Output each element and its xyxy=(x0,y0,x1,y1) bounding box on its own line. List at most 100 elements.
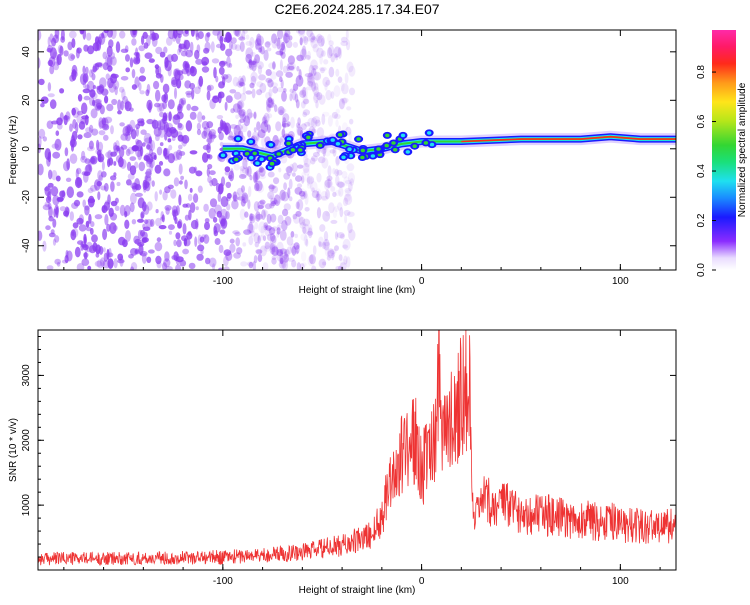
noise-speckle xyxy=(316,172,322,183)
noise-speckle xyxy=(254,182,260,192)
noise-speckle xyxy=(189,150,198,155)
noise-speckle xyxy=(346,106,352,111)
signal-ridge-peak xyxy=(461,135,676,143)
noise-speckle xyxy=(286,236,294,246)
noise-speckle xyxy=(300,171,307,183)
noise-speckle xyxy=(296,65,300,72)
noise-speckle xyxy=(327,115,333,127)
noise-speckle xyxy=(130,192,137,205)
noise-speckle xyxy=(98,33,106,45)
noise-speckle xyxy=(73,199,81,207)
signal-blob-inner xyxy=(405,150,410,154)
noise-speckle xyxy=(260,225,265,238)
noise-speckle xyxy=(42,240,47,252)
noise-speckle xyxy=(307,36,311,42)
noise-speckle xyxy=(175,264,182,270)
signal-blob-inner xyxy=(341,155,346,160)
noise-speckle xyxy=(119,86,125,93)
noise-speckle xyxy=(119,30,126,39)
noise-speckle xyxy=(167,153,175,164)
noise-speckle xyxy=(253,201,260,212)
noise-speckle xyxy=(214,238,221,245)
noise-speckle xyxy=(311,265,317,270)
noise-speckle xyxy=(96,102,103,109)
noise-speckle xyxy=(336,181,345,188)
noise-speckle xyxy=(234,30,241,37)
noise-speckle xyxy=(313,35,321,42)
noise-speckle xyxy=(80,241,84,251)
noise-speckle xyxy=(149,148,154,156)
noise-speckle xyxy=(328,202,335,214)
noise-speckle xyxy=(218,66,225,75)
noise-speckle xyxy=(110,181,115,192)
noise-speckle xyxy=(314,119,321,127)
noise-speckle xyxy=(281,91,287,102)
spectrogram-y-axis-label: Frequency (Hz) xyxy=(8,116,19,185)
noise-speckle xyxy=(52,238,57,246)
noise-speckle xyxy=(49,99,57,110)
noise-speckle xyxy=(310,117,318,129)
noise-speckle xyxy=(251,88,256,99)
spectrogram-axes: -100 0 100 -40 -20 0 20 40 xyxy=(21,30,676,287)
noise-speckle xyxy=(45,225,51,231)
noise-speckle xyxy=(114,86,118,96)
noise-speckle xyxy=(107,77,114,89)
noise-speckle xyxy=(174,69,181,82)
noise-speckle xyxy=(238,109,245,119)
noise-speckle xyxy=(92,85,96,90)
noise-speckle xyxy=(279,43,286,55)
noise-speckle xyxy=(241,192,249,204)
noise-speckle xyxy=(99,77,107,89)
noise-speckle xyxy=(54,30,60,39)
noise-speckle xyxy=(341,122,348,133)
noise-speckle xyxy=(321,157,329,169)
noise-speckle xyxy=(184,214,190,221)
noise-speckle xyxy=(335,156,340,167)
colorbar-label: Normalized spectral amplitude xyxy=(737,82,748,217)
noise-speckle xyxy=(304,190,308,199)
noise-speckle xyxy=(252,58,258,68)
noise-speckle xyxy=(302,218,311,227)
noise-speckle xyxy=(252,172,258,183)
snr-y-tick-label: 1000 xyxy=(21,494,32,517)
noise-speckle xyxy=(110,151,117,157)
signal-blob-inner xyxy=(249,155,254,160)
noise-speckle xyxy=(143,42,149,49)
noise-speckle xyxy=(245,34,250,40)
noise-speckle xyxy=(288,178,293,190)
noise-speckle xyxy=(233,30,240,37)
noise-speckle xyxy=(346,163,355,172)
noise-speckle xyxy=(238,36,246,41)
noise-speckle xyxy=(338,187,344,197)
noise-speckle xyxy=(303,36,309,46)
spectrogram-y-tick-label: 40 xyxy=(21,46,32,58)
noise-speckle xyxy=(87,187,94,194)
noise-speckle xyxy=(173,239,177,247)
noise-speckle xyxy=(135,47,139,57)
noise-speckle xyxy=(242,111,246,123)
noise-speckle xyxy=(167,99,175,110)
noise-speckle xyxy=(241,75,246,84)
noise-speckle xyxy=(256,249,262,255)
noise-speckle xyxy=(50,186,59,197)
noise-speckle xyxy=(301,251,307,262)
noise-speckle xyxy=(301,175,305,184)
noise-speckle xyxy=(156,237,162,243)
noise-speckle xyxy=(206,138,214,143)
noise-speckle xyxy=(117,253,124,261)
noise-speckle xyxy=(195,170,203,177)
noise-speckle xyxy=(116,181,121,187)
noise-speckle xyxy=(139,250,148,257)
noise-speckle xyxy=(177,221,182,229)
noise-speckle xyxy=(168,230,173,235)
noise-speckle xyxy=(246,165,252,177)
noise-speckle xyxy=(265,224,269,230)
noise-speckle xyxy=(164,132,168,141)
noise-speckle xyxy=(271,257,277,265)
noise-speckle xyxy=(81,102,88,115)
noise-speckle xyxy=(282,120,286,128)
noise-speckle xyxy=(257,235,261,244)
noise-speckle xyxy=(273,139,281,150)
noise-speckle xyxy=(140,129,147,135)
noise-speckle xyxy=(344,72,349,84)
